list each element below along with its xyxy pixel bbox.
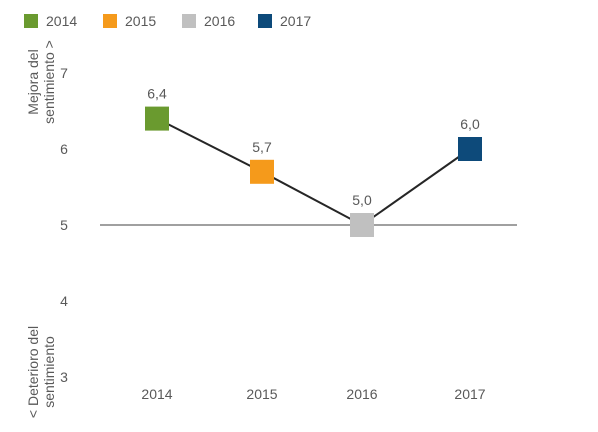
x-tick-label: 2014 <box>141 386 172 402</box>
legend-swatch <box>103 14 117 28</box>
y-tick-label: 7 <box>60 65 68 81</box>
y-tick-label: 3 <box>60 369 68 385</box>
y-axis-title: Mejora delsentimiento >< Deterioro delse… <box>25 40 57 418</box>
y-tick-label: 6 <box>60 141 68 157</box>
y-tick-label: 4 <box>60 293 68 309</box>
y-axis-title-bottom: < Deterioro delsentimiento <box>25 326 57 418</box>
legend: 2014 2015 2016 2017 <box>24 13 311 29</box>
data-point <box>350 213 374 237</box>
y-axis-title-top-line: Mejora del <box>25 49 41 114</box>
legend-swatch <box>24 14 38 28</box>
data-label: 6,4 <box>147 86 167 102</box>
y-axis: 3 4 5 6 7 <box>60 65 68 385</box>
legend-label: 2017 <box>280 13 311 29</box>
data-label: 5,0 <box>352 192 372 208</box>
data-label: 6,0 <box>460 116 480 132</box>
data-point <box>250 159 274 184</box>
legend-label: 2014 <box>46 13 77 29</box>
legend-swatch <box>258 14 272 28</box>
y-axis-title-bottom-line: < Deterioro del <box>25 326 41 418</box>
series: 6,4 5,7 5,0 6,0 <box>145 86 482 237</box>
series-line <box>156 117 471 227</box>
y-axis-title-top: Mejora delsentimiento > <box>25 40 57 124</box>
x-tick-label: 2016 <box>346 386 377 402</box>
y-axis-title-top-line: sentimiento > <box>41 40 57 124</box>
legend-swatch <box>182 14 196 28</box>
x-tick-label: 2015 <box>246 386 277 402</box>
data-point <box>145 106 169 131</box>
y-tick-label: 5 <box>60 217 68 233</box>
data-label: 5,7 <box>252 139 272 155</box>
legend-label: 2015 <box>125 13 156 29</box>
legend-label: 2016 <box>204 13 235 29</box>
data-point <box>458 137 482 161</box>
x-axis: 2014 2015 2016 2017 <box>141 386 485 402</box>
x-tick-label: 2017 <box>454 386 485 402</box>
y-axis-title-bottom-line: sentimiento <box>41 336 57 408</box>
